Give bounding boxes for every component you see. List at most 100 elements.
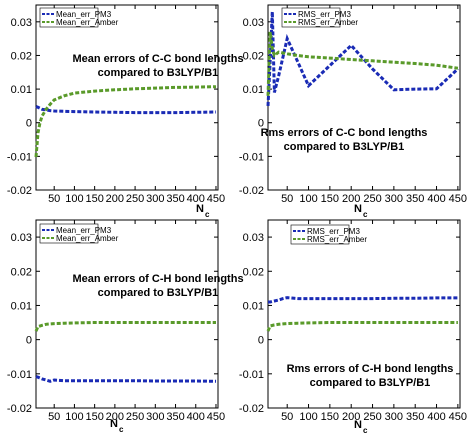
y-tick-label: 0: [26, 335, 32, 347]
x-tick-label: 300: [385, 411, 403, 423]
x-tick-label: 250: [363, 193, 381, 205]
chart-annotation: Rms errors of C-C bond lengths: [261, 127, 428, 139]
series-line-amber: [34, 321, 216, 332]
chart-panel-3: 50 100 150 200 250 300 350 400 450 -0.02 -0.01 0 0.0…: [7, 219, 244, 434]
y-tick-label: 0.01: [243, 84, 264, 96]
x-tick-label: 50: [48, 411, 60, 423]
y-tick-label: 0: [258, 335, 264, 347]
legend-label: RMS_err_PM3: [298, 10, 351, 19]
x-axis-label: N: [110, 418, 118, 430]
x-tick-label: 200: [106, 193, 124, 205]
chart-annotation: Mean errors of C-H bond lengths: [72, 273, 243, 285]
y-tick-label: -0.01: [7, 369, 32, 381]
x-tick-label: 300: [146, 411, 164, 423]
series-line-pm3: [268, 296, 458, 304]
legend-box: [281, 7, 341, 28]
chart-annotation: Mean errors of C-C bond lengths: [72, 53, 243, 65]
legend-label: RMS_err_Amber: [307, 235, 367, 244]
plot-frame: [267, 4, 461, 191]
y-tick-label: -0.02: [7, 185, 32, 197]
x-tick-label: 350: [166, 193, 184, 205]
x-tick-label: 450: [207, 193, 225, 205]
y-tick-label: 0: [26, 118, 32, 130]
series-line-pm3: [266, 11, 459, 106]
x-tick-label: 450: [449, 411, 467, 423]
y-tick-label: 0.02: [11, 50, 32, 62]
chart-annotation: compared to B3LYP/B1: [98, 67, 219, 79]
y-tick-label: 0.02: [243, 266, 264, 278]
x-tick-label: 400: [427, 193, 445, 205]
plot-frame: [35, 219, 219, 409]
y-tick-label: 0.03: [243, 232, 264, 244]
x-tick-label: 150: [85, 411, 103, 423]
plot-frame: [267, 219, 461, 409]
x-tick-label: 100: [65, 411, 83, 423]
chart-annotation: compared to B3LYP/B1: [98, 287, 219, 299]
x-tick-label: 150: [85, 193, 103, 205]
x-tick-label: 350: [406, 411, 424, 423]
series-line-pm3: [35, 375, 217, 383]
x-tick-label: 250: [126, 411, 144, 423]
x-tick-label: 150: [321, 411, 339, 423]
y-tick-label: 0.01: [11, 300, 32, 312]
y-tick-label: 0.03: [243, 17, 264, 29]
y-tick-label: 0.02: [243, 50, 264, 62]
y-tick-label: 0.03: [11, 232, 32, 244]
y-tick-label: 0.01: [11, 84, 32, 96]
chart-annotation: compared to B3LYP/B1: [284, 141, 405, 153]
series-line-amber: [266, 321, 458, 332]
x-axis-label: N: [354, 419, 362, 431]
x-tick-label: 450: [207, 411, 225, 423]
legend-label: Mean_err_PM3: [56, 10, 112, 19]
x-axis-label-subscript: c: [363, 210, 368, 219]
x-tick-label: 50: [48, 193, 60, 205]
legend-box: [39, 223, 99, 244]
x-tick-label: 150: [321, 193, 339, 205]
x-tick-label: 50: [281, 411, 293, 423]
y-tick-label: 0.01: [243, 300, 264, 312]
series-line-pm3: [35, 105, 217, 115]
y-tick-label: -0.01: [7, 151, 32, 163]
x-tick-label: 400: [427, 411, 445, 423]
x-tick-label: 50: [281, 193, 293, 205]
x-tick-label: 450: [449, 193, 467, 205]
x-tick-label: 300: [385, 193, 403, 205]
legend-label: Mean_err_Amber: [56, 234, 119, 243]
x-axis-label: N: [196, 203, 204, 215]
chart-annotation: Rms errors of C-H bond lengths: [287, 363, 454, 375]
series-line-amber: [34, 85, 217, 158]
legend-label: Mean_err_PM3: [56, 226, 112, 235]
x-tick-label: 400: [187, 193, 205, 205]
legend-label: Mean_err_Amber: [56, 18, 119, 27]
x-tick-label: 300: [146, 193, 164, 205]
y-tick-label: -0.02: [239, 185, 264, 197]
y-tick-label: -0.01: [239, 369, 264, 381]
x-tick-label: 100: [299, 193, 317, 205]
x-tick-label: 350: [166, 411, 184, 423]
y-tick-label: -0.01: [239, 151, 264, 163]
x-tick-label: 350: [406, 193, 424, 205]
y-tick-label: 0.02: [11, 266, 32, 278]
x-tick-label: 100: [65, 193, 83, 205]
chart-panel-4: 50 100 150 200 250 300 350 400 450-0.02-0.0100.0…: [239, 219, 467, 435]
y-tick-label: 0: [258, 118, 264, 130]
legend-box: [39, 7, 99, 28]
x-axis-label: N: [354, 203, 362, 215]
x-axis-label-subscript: c: [119, 425, 124, 434]
x-axis-label-subscript: c: [205, 210, 210, 219]
legend-label: RMS_err_Amber: [298, 18, 358, 27]
x-axis-label-subscript: c: [363, 426, 368, 435]
x-tick-label: 200: [342, 411, 360, 423]
x-tick-label: 250: [363, 411, 381, 423]
x-tick-label: 100: [299, 411, 317, 423]
y-tick-label: 0.03: [11, 17, 32, 29]
chart-annotation: compared to B3LYP/B1: [310, 377, 431, 389]
legend-label: RMS_err_PM3: [307, 227, 360, 236]
chart-panel-1: 50 100 150 200 250 300 350 400 450 -0.02 -0.01 0 0.0…: [7, 4, 244, 219]
x-tick-label: 250: [126, 193, 144, 205]
